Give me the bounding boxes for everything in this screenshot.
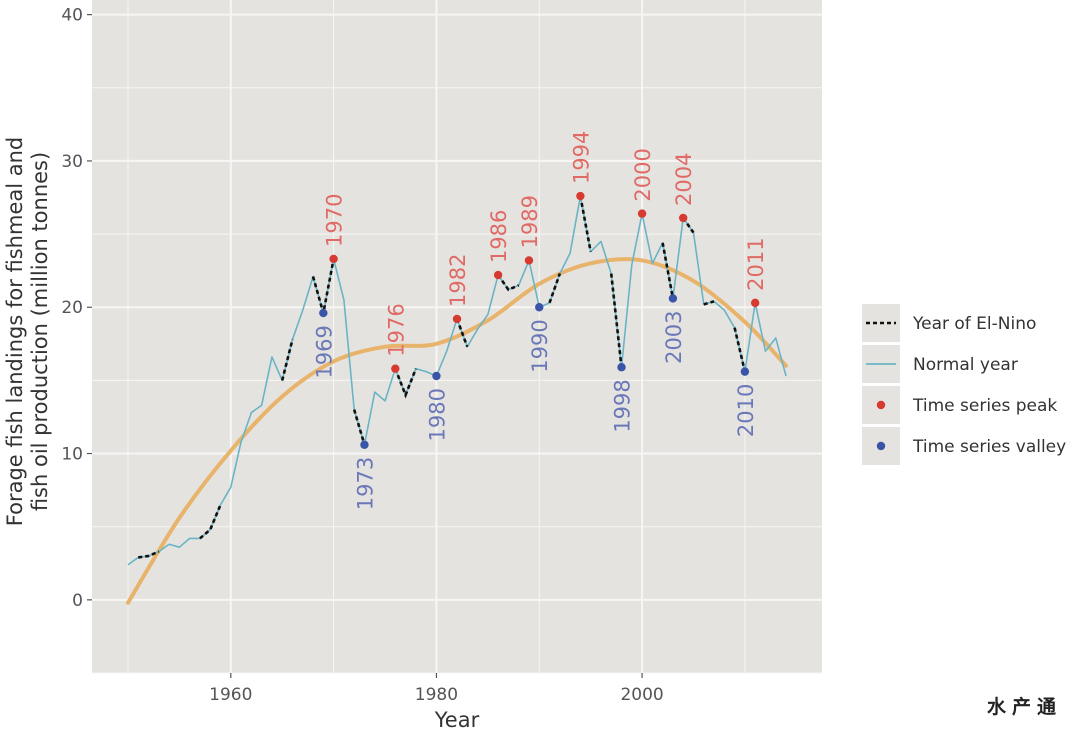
el-nino-segment-1986 bbox=[497, 274, 520, 292]
peak-point-1989 bbox=[524, 256, 534, 265]
el-nino-segment-2006 bbox=[703, 300, 715, 306]
valley-point-1990 bbox=[535, 303, 544, 312]
peak-label-1994: 1994 bbox=[569, 131, 593, 184]
valley-point-1969 bbox=[319, 308, 328, 318]
y-axis-title-line-2: fish oil production (million tonnes) bbox=[28, 152, 52, 511]
valley-label-1973: 1973 bbox=[353, 457, 377, 510]
y-axis-title-line-1: Forage fish landings for fishmeal and bbox=[3, 137, 27, 526]
y-tick-label-30: 30 bbox=[61, 152, 83, 172]
peak-point-1982 bbox=[452, 314, 462, 324]
el-nino-segment-2009 bbox=[733, 327, 747, 372]
el-nino-segment-1972 bbox=[352, 409, 366, 446]
trend-layer bbox=[125, 257, 789, 605]
el-nino-segment-1976 bbox=[394, 368, 418, 399]
valley-point-1998 bbox=[617, 363, 626, 372]
el-nino-segment-1957 bbox=[199, 504, 222, 540]
valley-label-1998: 1998 bbox=[611, 379, 635, 432]
legend-label-peak: Time series peak bbox=[912, 396, 1057, 416]
valley-label-1990: 1990 bbox=[528, 319, 552, 372]
el-nino-segment-1991 bbox=[548, 273, 562, 304]
legend-key-peak bbox=[876, 400, 886, 410]
peak-point-1976 bbox=[391, 364, 400, 373]
legend: Year of El-Nino Normal year Time series pe… bbox=[862, 304, 1066, 465]
peak-point-1994 bbox=[576, 191, 585, 201]
peak-point-1986 bbox=[493, 270, 503, 280]
peak-label-1982: 1982 bbox=[446, 253, 470, 306]
y-tick-label-40: 40 bbox=[61, 6, 83, 26]
legend-label-valley: Time series valley bbox=[912, 437, 1066, 457]
valley-label-1969: 1969 bbox=[312, 325, 336, 378]
peak-point-1970 bbox=[329, 254, 338, 264]
y-tick-label-10: 10 bbox=[61, 445, 83, 465]
legend-label-normal: Normal year bbox=[913, 355, 1018, 375]
x-tick-label-1980: 1980 bbox=[415, 685, 458, 705]
el-nino-segment-1982 bbox=[455, 318, 469, 348]
valley-point-2010 bbox=[740, 367, 750, 376]
peak-label-2000: 2000 bbox=[631, 148, 655, 201]
valley-label-2010: 2010 bbox=[734, 384, 758, 437]
minor-gridlines bbox=[92, 0, 822, 674]
el-nino-segment-1994 bbox=[579, 195, 592, 252]
valley-point-1980 bbox=[432, 371, 441, 381]
peak-label-1976: 1976 bbox=[384, 303, 408, 356]
peak-valley-points bbox=[319, 191, 760, 449]
y-tick-label-0: 0 bbox=[72, 591, 83, 611]
x-tick-label-2000: 2000 bbox=[620, 685, 663, 705]
legend-label-el-nino: Year of El-Nino bbox=[912, 314, 1036, 334]
axes: 0 10 20 30 40 1960 1980 2000 Year Forage fish lan… bbox=[3, 6, 664, 731]
valley-point-1973 bbox=[360, 440, 369, 449]
peak-label-1970: 1970 bbox=[323, 194, 347, 247]
el-nino-segment-1997 bbox=[609, 273, 623, 368]
el-nino-segment-2002 bbox=[661, 242, 675, 299]
watermark-text: 水产通 bbox=[986, 696, 1062, 718]
trend-line bbox=[125, 257, 789, 605]
peak-point-2011 bbox=[750, 298, 760, 308]
peak-label-1989: 1989 bbox=[518, 195, 542, 248]
el-nino-segment-1951 bbox=[138, 550, 160, 559]
peak-point-2000 bbox=[637, 209, 647, 218]
valley-label-1980: 1980 bbox=[425, 388, 449, 441]
x-tick-label-1960: 1960 bbox=[209, 685, 252, 705]
major-gridlines bbox=[92, 0, 822, 673]
peak-label-1986: 1986 bbox=[487, 210, 511, 263]
peak-point-2004 bbox=[678, 213, 688, 223]
el-nino-segment-1965 bbox=[280, 339, 294, 381]
valley-label-2003: 2003 bbox=[662, 310, 686, 363]
peak-valley-labels: 1970 1976 1982 1986 1989 1994 2000 2004 2011 1969… bbox=[312, 131, 768, 511]
x-axis-title: Year bbox=[434, 708, 480, 731]
legend-key-valley bbox=[876, 441, 886, 451]
y-tick-label-20: 20 bbox=[61, 298, 83, 318]
valley-point-2003 bbox=[668, 294, 678, 303]
peak-label-2004: 2004 bbox=[672, 153, 696, 206]
peak-label-2011: 2011 bbox=[744, 237, 768, 290]
